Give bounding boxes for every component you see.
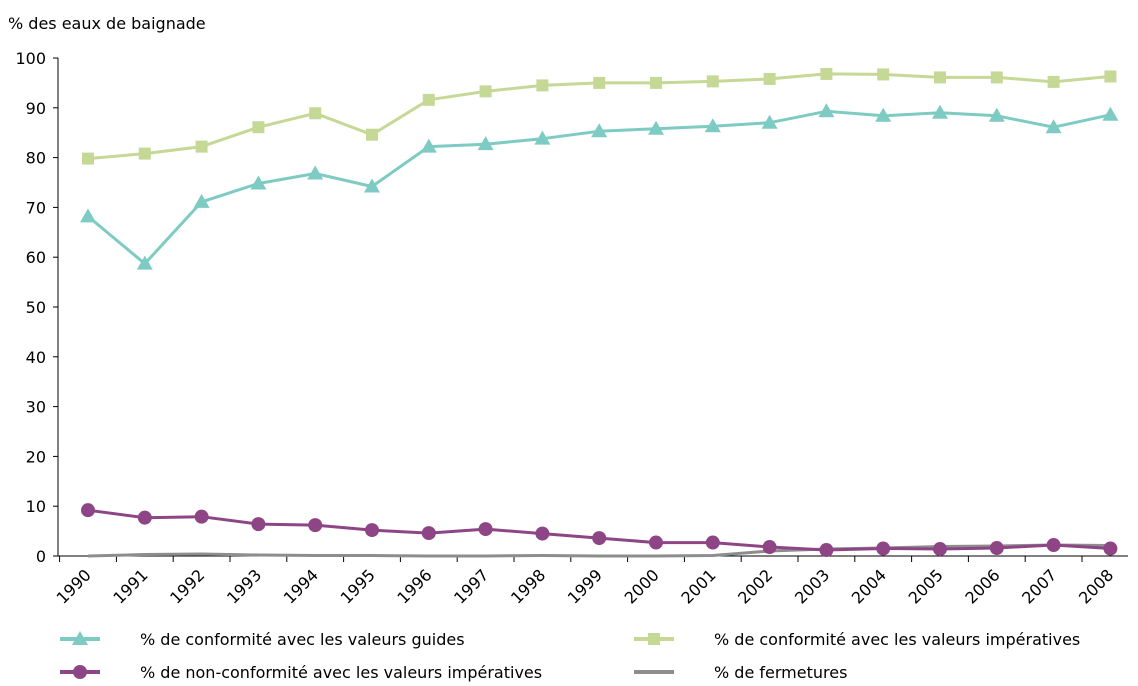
data-point-0 bbox=[818, 103, 835, 118]
data-point-1 bbox=[763, 72, 776, 85]
data-point-1 bbox=[1104, 70, 1117, 83]
data-point-2 bbox=[251, 517, 266, 532]
data-point-2 bbox=[705, 535, 720, 550]
x-tick-label: 1991 bbox=[109, 565, 151, 607]
data-point-2 bbox=[421, 526, 436, 541]
data-point-0 bbox=[477, 136, 494, 151]
x-tick-label: 1997 bbox=[450, 565, 492, 607]
data-point-0 bbox=[875, 107, 892, 122]
y-tick-label: 20 bbox=[26, 447, 46, 466]
y-tick-label: 60 bbox=[26, 248, 46, 267]
y-tick-label: 40 bbox=[26, 348, 46, 367]
data-point-2 bbox=[365, 523, 379, 538]
data-point-1 bbox=[820, 67, 833, 80]
data-point-1 bbox=[252, 121, 265, 134]
data-point-1 bbox=[366, 128, 378, 141]
data-point-0 bbox=[420, 138, 437, 153]
x-tick-label: 2008 bbox=[1075, 565, 1117, 607]
x-tick-label: 2006 bbox=[961, 565, 1003, 607]
data-point-2 bbox=[876, 541, 891, 556]
data-point-2 bbox=[819, 543, 834, 558]
data-point-0 bbox=[307, 165, 324, 180]
data-point-1 bbox=[82, 152, 94, 165]
data-point-0 bbox=[136, 255, 153, 270]
x-tick-label: 2007 bbox=[1018, 565, 1060, 607]
data-point-1 bbox=[536, 79, 549, 92]
data-point-1 bbox=[422, 93, 435, 106]
data-point-2 bbox=[989, 541, 1004, 556]
x-tick-label: 1996 bbox=[393, 565, 435, 607]
series-line-3 bbox=[87, 543, 1111, 558]
x-tick-label: 1995 bbox=[337, 565, 379, 607]
data-point-0 bbox=[761, 114, 778, 129]
data-point-2 bbox=[933, 542, 947, 557]
data-point-0 bbox=[364, 178, 380, 193]
y-axis-label: % des eaux de baignade bbox=[8, 14, 206, 33]
x-tick-label: 1992 bbox=[166, 565, 208, 607]
data-point-2 bbox=[81, 503, 95, 518]
y-tick-label: 30 bbox=[26, 398, 46, 417]
data-point-2 bbox=[308, 518, 323, 533]
data-point-2 bbox=[137, 510, 152, 525]
data-point-1 bbox=[138, 147, 151, 160]
data-point-0 bbox=[250, 175, 267, 190]
data-point-2 bbox=[1046, 538, 1061, 553]
x-tick-label: 2005 bbox=[905, 565, 947, 607]
y-tick-label: 70 bbox=[26, 198, 46, 217]
x-tick-label: 1990 bbox=[53, 565, 95, 607]
x-tick-label: 2002 bbox=[734, 565, 776, 607]
x-tick-label: 2004 bbox=[848, 565, 890, 607]
data-point-1 bbox=[309, 107, 322, 120]
x-tick-label: 1999 bbox=[564, 565, 606, 607]
x-tick-label: 2000 bbox=[621, 565, 663, 607]
data-point-2 bbox=[649, 535, 663, 550]
data-point-1 bbox=[195, 140, 208, 153]
y-tick-label: 0 bbox=[36, 547, 46, 566]
data-point-1 bbox=[479, 85, 492, 98]
x-tick-label: 1994 bbox=[280, 565, 322, 607]
x-tick-label: 1993 bbox=[223, 565, 265, 607]
data-point-0 bbox=[932, 104, 948, 119]
data-point-2 bbox=[762, 540, 777, 555]
data-point-0 bbox=[704, 118, 721, 133]
data-point-1 bbox=[650, 76, 662, 89]
data-point-1 bbox=[593, 76, 606, 89]
data-point-1 bbox=[1047, 75, 1060, 88]
data-point-2 bbox=[194, 509, 209, 524]
y-tick-label: 10 bbox=[26, 497, 46, 516]
x-tick-label: 2001 bbox=[677, 565, 719, 607]
y-tick-label: 90 bbox=[26, 99, 46, 118]
data-point-1 bbox=[934, 71, 946, 84]
data-point-2 bbox=[535, 526, 550, 541]
data-point-0 bbox=[193, 193, 210, 208]
data-point-0 bbox=[534, 130, 551, 145]
data-point-1 bbox=[877, 68, 890, 81]
data-point-2 bbox=[592, 531, 607, 546]
x-tick-label: 2003 bbox=[791, 565, 833, 607]
data-point-0 bbox=[648, 120, 664, 135]
y-tick-label: 80 bbox=[26, 149, 46, 168]
y-tick-label: 50 bbox=[26, 298, 46, 317]
data-point-0 bbox=[591, 123, 608, 138]
data-point-0 bbox=[1102, 106, 1119, 121]
data-point-1 bbox=[990, 71, 1003, 84]
data-point-0 bbox=[988, 107, 1005, 122]
data-point-0 bbox=[80, 208, 96, 223]
x-tick-label: 1998 bbox=[507, 565, 549, 607]
data-point-2 bbox=[1103, 541, 1118, 556]
data-point-0 bbox=[1045, 119, 1062, 134]
data-point-1 bbox=[706, 75, 719, 88]
data-point-2 bbox=[478, 522, 493, 537]
y-tick-label: 100 bbox=[15, 49, 46, 68]
